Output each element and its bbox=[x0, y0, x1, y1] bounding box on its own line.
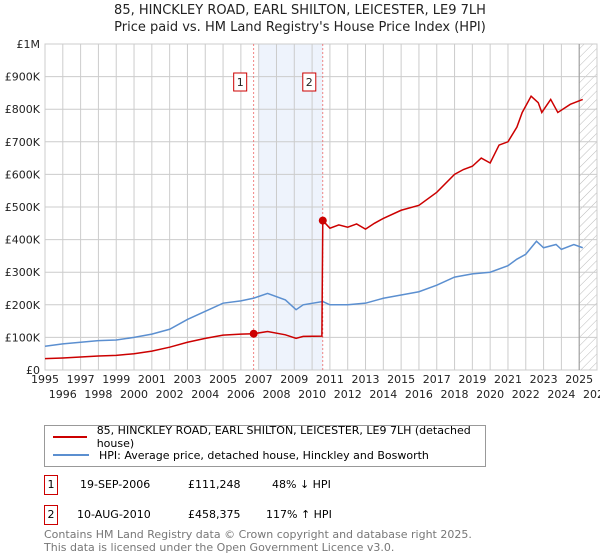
legend-label: HPI: Average price, detached house, Hinc… bbox=[99, 448, 429, 462]
y-tick-label: £300K bbox=[5, 266, 41, 279]
y-tick-label: £200K bbox=[5, 299, 41, 312]
y-tick-label: £400K bbox=[5, 234, 41, 247]
y-tick-label: £100K bbox=[5, 331, 41, 344]
y-tick-label: £0 bbox=[26, 364, 40, 377]
chart-title: 85, HINCKLEY ROAD, EARL SHILTON, LEICEST… bbox=[114, 3, 486, 18]
x-tick-label: 2003 bbox=[173, 373, 201, 386]
footer: Contains HM Land Registry data © Crown c… bbox=[44, 528, 472, 554]
transaction-row: 2 10-AUG-2010 £458,375 117% ↑ HPI bbox=[44, 505, 444, 525]
legend-item-hpi: HPI: Average price, detached house, Hinc… bbox=[53, 447, 429, 463]
x-tick-label: 2014 bbox=[369, 388, 397, 401]
x-tick-label: 2021 bbox=[494, 373, 522, 386]
transaction-price: £458,375 bbox=[188, 508, 241, 521]
y-tick-label: £900K bbox=[5, 71, 41, 84]
plot-border bbox=[44, 43, 598, 371]
x-tick-label: 2018 bbox=[441, 388, 469, 401]
legend-swatch-blue bbox=[53, 454, 89, 456]
y-tick-label: £700K bbox=[5, 136, 41, 149]
marker-badge bbox=[302, 72, 317, 92]
transaction-price: £111,248 bbox=[188, 478, 241, 491]
x-tick-label: 2006 bbox=[227, 388, 255, 401]
x-tick-label: 2002 bbox=[156, 388, 184, 401]
marker-badge-label: 1 bbox=[237, 76, 244, 89]
x-tick-label: 2017 bbox=[423, 373, 451, 386]
legend-item-property: 85, HINCKLEY ROAD, EARL SHILTON, LEICEST… bbox=[53, 424, 485, 450]
legend-swatch-red bbox=[53, 436, 87, 438]
x-tick-label: 2016 bbox=[405, 388, 433, 401]
x-tick-label: 2020 bbox=[476, 388, 504, 401]
x-tick-label: 2000 bbox=[120, 388, 148, 401]
x-tick-label: 2008 bbox=[262, 388, 290, 401]
x-tick-label: 1995 bbox=[31, 373, 59, 386]
y-tick-label: £500K bbox=[5, 201, 41, 214]
x-tick-label: 2019 bbox=[458, 373, 486, 386]
transaction-badge: 2 bbox=[44, 505, 58, 525]
price-chart: 1995 1996 1997 1998 1999 2000 2001 2002 2003 2004… bbox=[5, 38, 600, 401]
legend-label: 85, HINCKLEY ROAD, EARL SHILTON, LEICEST… bbox=[96, 424, 471, 450]
legend: 85, HINCKLEY ROAD, EARL SHILTON, LEICEST… bbox=[44, 424, 486, 467]
transaction-hpi: 48% ↓ HPI bbox=[272, 478, 331, 491]
transaction-date: 19-SEP-2006 bbox=[80, 478, 151, 491]
x-tick-label: 2001 bbox=[138, 373, 166, 386]
footer-copyright: Contains HM Land Registry data © Crown c… bbox=[44, 528, 472, 541]
y-tick-label: £600K bbox=[5, 168, 41, 181]
x-tick-label: 2026 bbox=[583, 388, 600, 401]
y-tick-label: £1M bbox=[17, 38, 41, 51]
x-tick-label: 2023 bbox=[530, 373, 558, 386]
transaction-hpi: 117% ↑ HPI bbox=[266, 508, 332, 521]
x-tick-label: 2007 bbox=[245, 373, 273, 386]
x-tick-label: 1999 bbox=[102, 373, 130, 386]
transaction-row: 1 19-SEP-2006 £111,248 48% ↓ HPI bbox=[44, 475, 444, 495]
x-tick-label: 2011 bbox=[316, 373, 344, 386]
x-tick-label: 2015 bbox=[387, 373, 415, 386]
x-tick-label: 1996 bbox=[49, 388, 77, 401]
x-tick-label: 2004 bbox=[191, 388, 219, 401]
x-tick-label: 2024 bbox=[547, 388, 575, 401]
hpi-line bbox=[44, 240, 584, 347]
x-tick-label: 2009 bbox=[280, 373, 308, 386]
x-tick-label: 2022 bbox=[512, 388, 540, 401]
sale-point bbox=[318, 216, 327, 225]
x-tick-label: 2025 bbox=[565, 373, 593, 386]
x-tick-label: 1997 bbox=[67, 373, 95, 386]
chart-subtitle: Price paid vs. HM Land Registry's House … bbox=[114, 20, 486, 35]
x-tick-label: 1998 bbox=[84, 388, 112, 401]
footer-licence: This data is licensed under the Open Gov… bbox=[44, 541, 395, 554]
marker-badge bbox=[233, 72, 248, 92]
x-tick-label: 2013 bbox=[352, 373, 380, 386]
transaction-date: 10-AUG-2010 bbox=[77, 508, 151, 521]
transaction-badge: 1 bbox=[44, 475, 58, 495]
x-tick-label: 2012 bbox=[334, 388, 362, 401]
x-tick-label: 2005 bbox=[209, 373, 237, 386]
sale-point bbox=[249, 329, 258, 338]
price-paid-line bbox=[44, 94, 584, 360]
x-tick-label: 2010 bbox=[298, 388, 326, 401]
y-tick-label: £800K bbox=[5, 103, 41, 116]
marker-badge-label: 2 bbox=[306, 76, 313, 89]
